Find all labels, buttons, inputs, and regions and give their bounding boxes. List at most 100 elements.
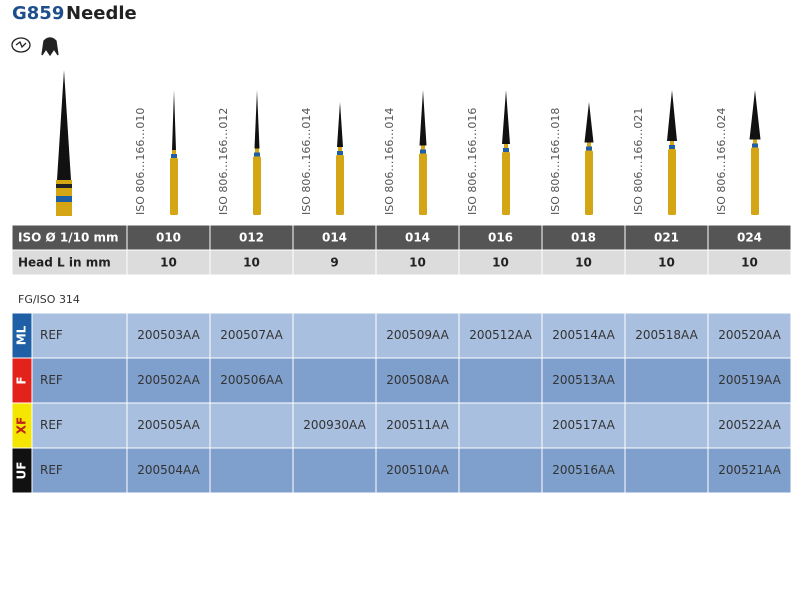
ref-cell: [458, 357, 543, 404]
ref-number: 200510AA: [386, 463, 449, 477]
ref-number: 200505AA: [137, 418, 200, 432]
ref-number: 200507AA: [220, 328, 283, 342]
ref-cell: [624, 402, 709, 449]
bur-head: [584, 102, 594, 143]
ref-number: 200503AA: [137, 328, 200, 342]
bur-ring: [337, 151, 343, 155]
ref-cell: [375, 357, 460, 404]
ref-cell: [209, 312, 294, 359]
ref-cell: [292, 357, 377, 404]
ref-label: REF: [40, 328, 63, 342]
ref-number: 200930AA: [303, 418, 366, 432]
spec-value: 10: [658, 256, 675, 270]
ref-number: 200516AA: [552, 463, 615, 477]
bur-ring: [752, 143, 758, 148]
bur: [419, 90, 427, 215]
bur: [336, 102, 344, 215]
bur-neck: [172, 150, 176, 154]
product-code: G859: [12, 3, 64, 24]
bur-shank: [170, 158, 178, 215]
ref-number: 200509AA: [386, 328, 449, 342]
spec-cell: [624, 249, 709, 276]
ref-number: 200504AA: [137, 463, 200, 477]
ref-number: 200519AA: [718, 373, 781, 387]
iso-label: ISO 806…166…018: [549, 108, 562, 215]
bur-neck: [670, 141, 674, 145]
bur-head: [254, 90, 260, 149]
bur-head: [337, 102, 343, 147]
ref-cell: [292, 312, 377, 359]
bur-shank: [585, 150, 593, 215]
bur: [749, 90, 761, 215]
spec-cell: [375, 249, 460, 276]
ref-label-cell: [31, 357, 128, 404]
icons: [11, 37, 59, 57]
spec-label-cell: [11, 249, 128, 276]
ref-label: REF: [40, 418, 63, 432]
bur-head: [667, 90, 677, 141]
ref-cell: [126, 357, 211, 404]
ref-number: 200522AA: [718, 418, 781, 432]
ref-cell: [458, 447, 543, 494]
spec-label: ISO Ø 1/10 mm: [18, 231, 118, 245]
spec-cell: [209, 224, 294, 251]
spec-value: 016: [488, 231, 513, 245]
bur-shank: [668, 149, 676, 215]
grit-label: ML: [15, 325, 29, 345]
bur-head: [749, 90, 761, 140]
ref-cell: [707, 402, 792, 449]
spec-value: 10: [409, 256, 426, 270]
standard-label: FG/ISO 314: [18, 293, 80, 306]
spec-label: Head L in mm: [18, 256, 111, 270]
spec-cell: [209, 249, 294, 276]
bur-ring: [669, 145, 675, 149]
spec-cell: [624, 224, 709, 251]
bur-ring: [586, 146, 592, 151]
ref-label: REF: [40, 463, 63, 477]
spec-cell: [126, 249, 211, 276]
spec-label-cell: [11, 224, 128, 251]
bur-ring: [420, 149, 426, 154]
spec-value: 10: [160, 256, 177, 270]
ref-label: REF: [40, 373, 63, 387]
ref-number: 200514AA: [552, 328, 615, 342]
bur-head: [419, 90, 427, 146]
spec-cell: [292, 249, 377, 276]
spec-value: 10: [741, 256, 758, 270]
bur-neck: [338, 147, 342, 151]
ref-cell: [541, 447, 626, 494]
ref-number: 200518AA: [635, 328, 698, 342]
ref-cell: [541, 357, 626, 404]
ref-number: 200502AA: [137, 373, 200, 387]
ref-cell: [292, 402, 377, 449]
iso-label: ISO 806…166…021: [632, 108, 645, 215]
bur-shank: [751, 147, 759, 215]
ref-number: 200511AA: [386, 418, 449, 432]
ref-number: 200506AA: [220, 373, 283, 387]
iso-label: ISO 806…166…016: [466, 108, 479, 215]
bur-neck: [504, 144, 508, 148]
grit-label: UF: [15, 462, 29, 480]
iso-label: ISO 806…166…014: [300, 108, 313, 215]
ref-cell: [707, 357, 792, 404]
spec-value: 012: [239, 231, 264, 245]
grit-label: XF: [15, 417, 29, 434]
ref-cell: [624, 447, 709, 494]
bur-ring: [503, 148, 509, 152]
spec-value: 021: [654, 231, 679, 245]
spec-cell: [126, 224, 211, 251]
bur-shank: [419, 153, 427, 215]
bur: [170, 90, 178, 215]
ref-cell: [375, 447, 460, 494]
iso-label: ISO 806…166…014: [383, 108, 396, 215]
bur-neck: [255, 148, 259, 153]
ref-cell: [458, 312, 543, 359]
ref-label-cell: [31, 447, 128, 494]
ref-cell: [541, 312, 626, 359]
bur-ring: [171, 154, 177, 158]
spec-value: 024: [737, 231, 762, 245]
ref-cell: [541, 402, 626, 449]
ref-cell: [375, 402, 460, 449]
grit-label: F: [15, 376, 29, 384]
